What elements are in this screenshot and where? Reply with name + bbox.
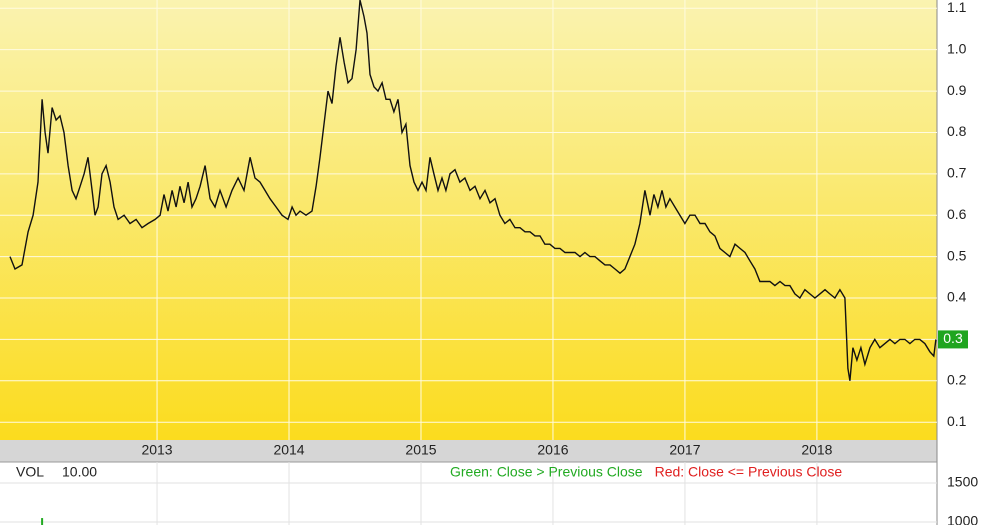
plot-background [0,0,937,440]
y-tick-label: 0.6 [947,206,967,222]
y-tick-label: 0.7 [947,165,967,181]
last-value-box [938,330,968,349]
volume-label: VOL [16,464,44,480]
x-tick-label: 2016 [537,442,568,458]
y-tick-label: 0.5 [947,247,967,263]
y-tick-label: 1.1 [947,0,967,15]
x-tick-label: 2013 [141,442,172,458]
y-tick-label: 0.9 [947,82,967,98]
volume-bar [41,518,44,525]
legend-note: Green: Close > Previous Close [450,464,643,480]
legend-note: Red: Close <= Previous Close [655,464,843,480]
x-tick-label: 2018 [801,442,832,458]
y-tick-label: 1500 [947,474,978,490]
volume-background [0,462,937,525]
x-tick-label: 2015 [405,442,436,458]
volume-scale: 10.00 [62,464,97,480]
last-value-label: 0.3 [943,330,963,346]
y-tick-label: 0.8 [947,123,967,139]
y-tick-label: 1.0 [947,40,967,56]
y-tick-label: 0.1 [947,413,967,429]
price-line [9,0,937,381]
x-axis-band [0,440,937,462]
y-tick-label: 1000 [947,513,978,525]
y-tick-label: 0.2 [947,372,967,388]
y-tick-label: 0.4 [947,289,967,305]
x-tick-label: 2017 [669,442,700,458]
x-tick-label: 2014 [273,442,304,458]
